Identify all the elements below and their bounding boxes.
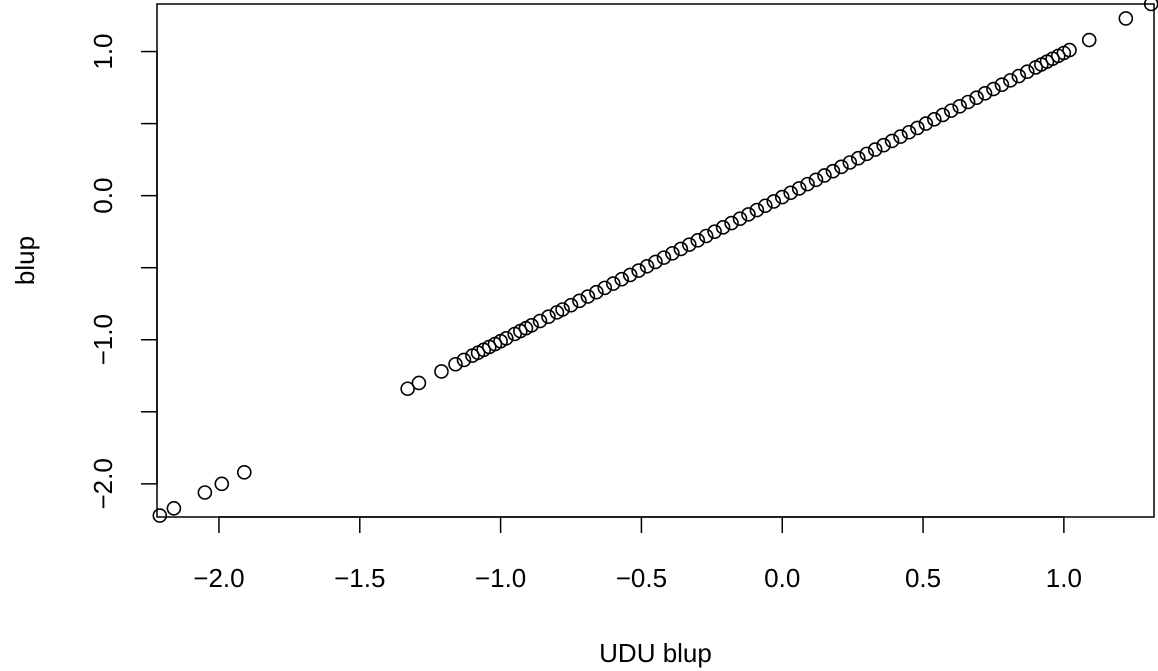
y-axis-title: blup (10, 236, 40, 285)
data-point (237, 465, 252, 480)
x-tick-label: 0.5 (905, 563, 941, 593)
data-point (411, 375, 427, 391)
data-point (707, 224, 722, 239)
data-point (665, 245, 680, 261)
y-axis: −2.0 −1.0 0.0 1.0 (88, 33, 158, 510)
data-point (572, 293, 587, 309)
data-point (214, 476, 230, 492)
data-point (834, 159, 849, 175)
data-point (791, 181, 807, 196)
data-point (605, 276, 621, 291)
data-point (434, 364, 449, 379)
x-tick-label: −1.0 (475, 563, 526, 593)
data-point (935, 107, 951, 123)
data-point (656, 250, 672, 265)
data-point (589, 284, 604, 300)
data-point (498, 331, 514, 346)
y-tick-label: 1.0 (88, 33, 118, 69)
y-tick-label: −1.0 (88, 314, 118, 365)
data-point (152, 508, 168, 523)
data-point (825, 163, 841, 179)
data-point (1019, 64, 1035, 80)
data-point (724, 215, 739, 231)
data-point (698, 228, 714, 244)
data-point (859, 146, 875, 162)
data-point (456, 352, 472, 368)
data-point (960, 94, 976, 110)
y-tick-label: 0.0 (88, 178, 118, 214)
x-tick-label: 0.0 (764, 563, 800, 593)
data-point (927, 111, 942, 127)
data-point (1081, 32, 1097, 48)
data-point (614, 271, 630, 287)
x-axis-title: UDU blup (599, 638, 712, 668)
data-point (766, 194, 782, 209)
data-point (969, 90, 984, 105)
data-point (681, 237, 697, 252)
x-tick-label: 1.0 (1046, 563, 1082, 593)
data-point (842, 155, 858, 170)
data-point (817, 168, 832, 183)
data-point (1011, 68, 1027, 84)
data-point (197, 485, 213, 500)
x-tick-label: −0.5 (616, 563, 667, 593)
data-point (800, 176, 815, 192)
data-point (524, 318, 539, 333)
x-axis: −2.0 −1.5 −1.0 −0.5 0.0 0.5 1.0 (193, 516, 1082, 593)
data-point (986, 81, 1001, 97)
data-point (715, 220, 731, 235)
data-point (673, 241, 689, 257)
data-point (1003, 73, 1018, 88)
data-point (977, 86, 993, 101)
data-point (555, 302, 570, 317)
data-point (876, 137, 891, 153)
data-point (631, 263, 646, 278)
data-point (850, 150, 866, 166)
data-point (580, 289, 596, 304)
data-point (541, 309, 556, 324)
data-point (597, 280, 613, 296)
data-point (952, 99, 967, 114)
data-point (918, 116, 934, 131)
data-point (563, 297, 579, 313)
data-point (758, 198, 773, 214)
data-point (741, 207, 756, 222)
data-point (774, 189, 790, 205)
data-point (867, 142, 883, 157)
data-point (943, 103, 959, 118)
data-point (749, 202, 765, 218)
data-point (400, 381, 415, 397)
data-point (166, 501, 182, 516)
data-point (639, 258, 655, 274)
y-tick-label: −2.0 (88, 458, 118, 509)
data-point (732, 211, 748, 227)
data-point (808, 172, 824, 188)
data-point (910, 120, 925, 136)
data-point (783, 185, 798, 201)
data-point (901, 124, 917, 140)
x-tick-label: −1.5 (334, 563, 385, 593)
data-point (884, 133, 900, 149)
data-point (690, 233, 706, 248)
data-point (448, 356, 463, 372)
x-tick-label: −2.0 (193, 563, 244, 593)
data-point (648, 254, 663, 270)
data-point (532, 313, 548, 329)
data-point (1118, 11, 1134, 26)
data-point (893, 129, 908, 144)
data-point (1062, 42, 1077, 58)
data-point (622, 267, 638, 283)
data-point (994, 77, 1010, 92)
